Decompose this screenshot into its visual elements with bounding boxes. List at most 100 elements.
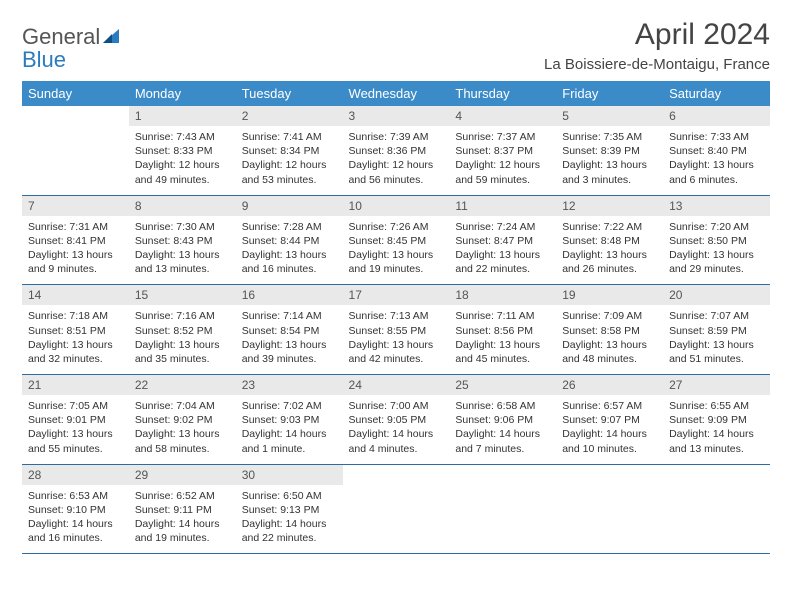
sunrise-text: Sunrise: 6:58 AM [455, 399, 550, 413]
sunset-text: Sunset: 8:47 PM [455, 234, 550, 248]
day-number: 5 [556, 106, 663, 126]
calendar-cell [449, 464, 556, 554]
day-number: 10 [343, 196, 450, 216]
day-number: 25 [449, 375, 556, 395]
sunset-text: Sunset: 8:51 PM [28, 324, 123, 338]
day-details: Sunrise: 7:39 AMSunset: 8:36 PMDaylight:… [343, 126, 450, 195]
sunrise-text: Sunrise: 7:41 AM [242, 130, 337, 144]
day-details: Sunrise: 7:24 AMSunset: 8:47 PMDaylight:… [449, 216, 556, 285]
daylight-text: Daylight: 13 hours and 42 minutes. [349, 338, 444, 366]
sunset-text: Sunset: 8:48 PM [562, 234, 657, 248]
sunrise-text: Sunrise: 7:11 AM [455, 309, 550, 323]
day-details: Sunrise: 7:00 AMSunset: 9:05 PMDaylight:… [343, 395, 450, 464]
sunset-text: Sunset: 9:10 PM [28, 503, 123, 517]
day-details: Sunrise: 7:18 AMSunset: 8:51 PMDaylight:… [22, 305, 129, 374]
day-details: Sunrise: 7:43 AMSunset: 8:33 PMDaylight:… [129, 126, 236, 195]
sunrise-text: Sunrise: 7:22 AM [562, 220, 657, 234]
sunrise-text: Sunrise: 7:16 AM [135, 309, 230, 323]
daylight-text: Daylight: 13 hours and 55 minutes. [28, 427, 123, 455]
day-number: 24 [343, 375, 450, 395]
sunrise-text: Sunrise: 7:20 AM [669, 220, 764, 234]
daylight-text: Daylight: 13 hours and 3 minutes. [562, 158, 657, 186]
daylight-text: Daylight: 14 hours and 7 minutes. [455, 427, 550, 455]
day-details: Sunrise: 6:58 AMSunset: 9:06 PMDaylight:… [449, 395, 556, 464]
sunrise-text: Sunrise: 6:55 AM [669, 399, 764, 413]
daylight-text: Daylight: 13 hours and 45 minutes. [455, 338, 550, 366]
calendar-cell: 1Sunrise: 7:43 AMSunset: 8:33 PMDaylight… [129, 106, 236, 195]
day-number: 18 [449, 285, 556, 305]
daylight-text: Daylight: 14 hours and 10 minutes. [562, 427, 657, 455]
daylight-text: Daylight: 14 hours and 1 minute. [242, 427, 337, 455]
day-number: 7 [22, 196, 129, 216]
day-number: 17 [343, 285, 450, 305]
brand-word1: General [22, 24, 100, 49]
calendar-cell: 29Sunrise: 6:52 AMSunset: 9:11 PMDayligh… [129, 464, 236, 554]
sunset-text: Sunset: 8:41 PM [28, 234, 123, 248]
daylight-text: Daylight: 13 hours and 13 minutes. [135, 248, 230, 276]
day-number: 2 [236, 106, 343, 126]
calendar-cell: 16Sunrise: 7:14 AMSunset: 8:54 PMDayligh… [236, 285, 343, 375]
daylight-text: Daylight: 14 hours and 19 minutes. [135, 517, 230, 545]
daylight-text: Daylight: 12 hours and 56 minutes. [349, 158, 444, 186]
calendar-row: 7Sunrise: 7:31 AMSunset: 8:41 PMDaylight… [22, 195, 770, 285]
sunrise-text: Sunrise: 7:43 AM [135, 130, 230, 144]
sunset-text: Sunset: 8:44 PM [242, 234, 337, 248]
sunset-text: Sunset: 9:05 PM [349, 413, 444, 427]
day-details: Sunrise: 7:11 AMSunset: 8:56 PMDaylight:… [449, 305, 556, 374]
day-number: 14 [22, 285, 129, 305]
sunrise-text: Sunrise: 7:18 AM [28, 309, 123, 323]
day-number: 9 [236, 196, 343, 216]
sunset-text: Sunset: 8:54 PM [242, 324, 337, 338]
calendar-cell: 7Sunrise: 7:31 AMSunset: 8:41 PMDaylight… [22, 195, 129, 285]
sunrise-text: Sunrise: 7:07 AM [669, 309, 764, 323]
page-title: April 2024 [544, 18, 770, 52]
daylight-text: Daylight: 13 hours and 58 minutes. [135, 427, 230, 455]
weekday-header: Tuesday [236, 81, 343, 106]
sunset-text: Sunset: 8:37 PM [455, 144, 550, 158]
sunrise-text: Sunrise: 7:14 AM [242, 309, 337, 323]
daylight-text: Daylight: 13 hours and 35 minutes. [135, 338, 230, 366]
day-details: Sunrise: 7:13 AMSunset: 8:55 PMDaylight:… [343, 305, 450, 374]
daylight-text: Daylight: 14 hours and 16 minutes. [28, 517, 123, 545]
sunrise-text: Sunrise: 7:05 AM [28, 399, 123, 413]
sunset-text: Sunset: 8:39 PM [562, 144, 657, 158]
sunset-text: Sunset: 8:45 PM [349, 234, 444, 248]
daylight-text: Daylight: 14 hours and 13 minutes. [669, 427, 764, 455]
daylight-text: Daylight: 13 hours and 16 minutes. [242, 248, 337, 276]
day-number: 29 [129, 465, 236, 485]
calendar-cell: 13Sunrise: 7:20 AMSunset: 8:50 PMDayligh… [663, 195, 770, 285]
weekday-header: Saturday [663, 81, 770, 106]
daylight-text: Daylight: 13 hours and 22 minutes. [455, 248, 550, 276]
calendar-cell: 25Sunrise: 6:58 AMSunset: 9:06 PMDayligh… [449, 375, 556, 465]
day-details: Sunrise: 7:41 AMSunset: 8:34 PMDaylight:… [236, 126, 343, 195]
sunset-text: Sunset: 8:56 PM [455, 324, 550, 338]
calendar-cell: 3Sunrise: 7:39 AMSunset: 8:36 PMDaylight… [343, 106, 450, 195]
weekday-header-row: Sunday Monday Tuesday Wednesday Thursday… [22, 81, 770, 106]
sunset-text: Sunset: 8:55 PM [349, 324, 444, 338]
sunrise-text: Sunrise: 7:26 AM [349, 220, 444, 234]
calendar-cell [343, 464, 450, 554]
day-details: Sunrise: 7:05 AMSunset: 9:01 PMDaylight:… [22, 395, 129, 464]
daylight-text: Daylight: 14 hours and 4 minutes. [349, 427, 444, 455]
day-details: Sunrise: 7:20 AMSunset: 8:50 PMDaylight:… [663, 216, 770, 285]
day-details: Sunrise: 7:02 AMSunset: 9:03 PMDaylight:… [236, 395, 343, 464]
sunrise-text: Sunrise: 7:37 AM [455, 130, 550, 144]
day-number: 16 [236, 285, 343, 305]
sunset-text: Sunset: 8:59 PM [669, 324, 764, 338]
page-header: General Blue April 2024 La Boissiere-de-… [22, 18, 770, 73]
day-details: Sunrise: 7:22 AMSunset: 8:48 PMDaylight:… [556, 216, 663, 285]
sunrise-text: Sunrise: 7:00 AM [349, 399, 444, 413]
sunset-text: Sunset: 9:07 PM [562, 413, 657, 427]
day-details: Sunrise: 7:14 AMSunset: 8:54 PMDaylight:… [236, 305, 343, 374]
calendar-cell: 24Sunrise: 7:00 AMSunset: 9:05 PMDayligh… [343, 375, 450, 465]
day-number: 6 [663, 106, 770, 126]
sunset-text: Sunset: 8:40 PM [669, 144, 764, 158]
calendar-cell: 20Sunrise: 7:07 AMSunset: 8:59 PMDayligh… [663, 285, 770, 375]
calendar-body: 1Sunrise: 7:43 AMSunset: 8:33 PMDaylight… [22, 106, 770, 554]
calendar-cell: 6Sunrise: 7:33 AMSunset: 8:40 PMDaylight… [663, 106, 770, 195]
sunrise-text: Sunrise: 6:50 AM [242, 489, 337, 503]
day-details: Sunrise: 6:57 AMSunset: 9:07 PMDaylight:… [556, 395, 663, 464]
sunrise-text: Sunrise: 7:04 AM [135, 399, 230, 413]
sunrise-text: Sunrise: 6:53 AM [28, 489, 123, 503]
day-details: Sunrise: 7:33 AMSunset: 8:40 PMDaylight:… [663, 126, 770, 195]
